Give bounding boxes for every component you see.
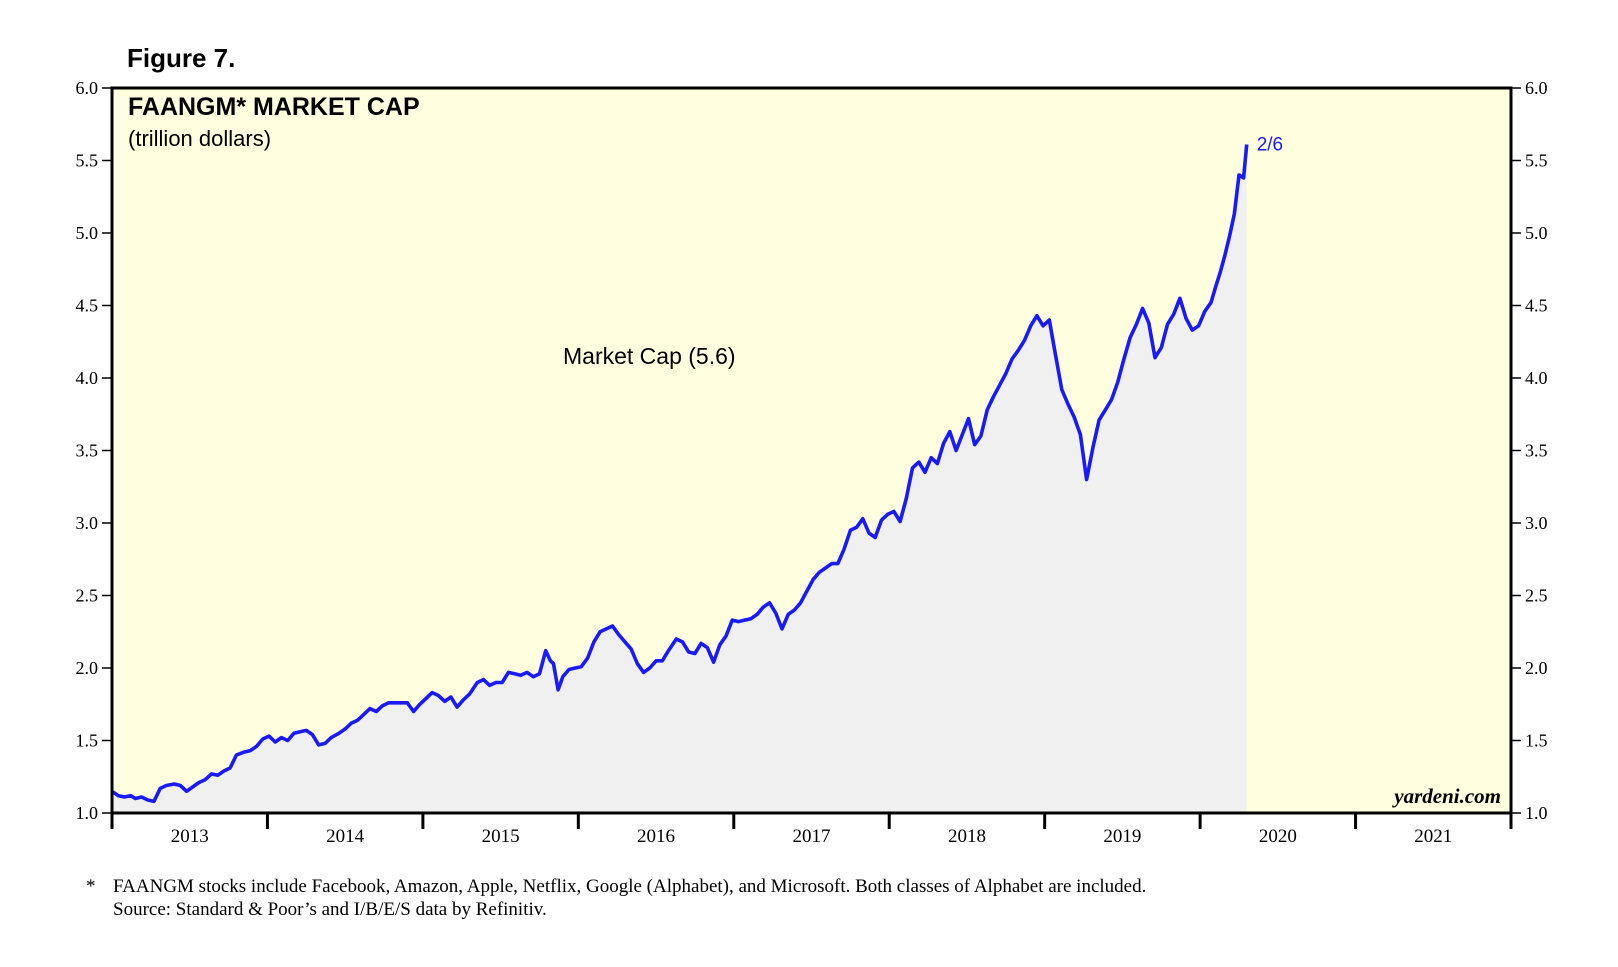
y-tick-label-right: 1.5 bbox=[1525, 731, 1548, 751]
x-tick-label: 2016 bbox=[637, 826, 675, 847]
footnote-marker: * bbox=[86, 876, 96, 897]
y-tick-label-left: 3.0 bbox=[76, 513, 99, 533]
market-cap-line bbox=[110, 144, 1249, 804]
x-axis: 2013 2014 2015 2016 2017 2018 2019 2020 2021 bbox=[110, 813, 1513, 847]
y-tick-label-right: 4.5 bbox=[1525, 296, 1548, 316]
y-tick-label-right: 2.0 bbox=[1525, 658, 1548, 678]
y-tick-label-left: 6.0 bbox=[76, 78, 99, 98]
x-tick-label: 2017 bbox=[793, 826, 831, 847]
y-axis-left: 1.0 1.5 2.0 2.5 3.0 3.5 4.0 4.5 5.0 5.5 6.0 bbox=[76, 78, 112, 823]
y-tick-label-left: 1.5 bbox=[76, 731, 99, 751]
y-tick-label-left: 5.5 bbox=[76, 151, 99, 171]
x-tick-label: 2013 bbox=[171, 826, 209, 847]
y-tick-label-right: 1.0 bbox=[1525, 803, 1548, 823]
footnote-line-1: FAANGM stocks include Facebook, Amazon, … bbox=[113, 876, 1146, 897]
end-date-label: 2/6 bbox=[1257, 135, 1283, 156]
market-cap-area bbox=[112, 144, 1247, 813]
y-tick-label-left: 2.5 bbox=[76, 586, 99, 606]
figure-label: Figure 7. bbox=[127, 43, 235, 73]
watermark: yardeni.com bbox=[1391, 784, 1501, 808]
y-axis-right: 1.0 1.5 2.0 2.5 3.0 3.5 4.0 4.5 5.0 5.5 6.0 bbox=[1511, 78, 1548, 823]
y-tick-label-right: 4.0 bbox=[1525, 368, 1548, 388]
y-tick-label-right: 2.5 bbox=[1525, 586, 1548, 606]
x-tick-label: 2020 bbox=[1259, 826, 1297, 847]
y-tick-label-right: 6.0 bbox=[1525, 78, 1548, 98]
y-tick-label-right: 3.5 bbox=[1525, 441, 1548, 461]
y-tick-label-left: 5.0 bbox=[76, 223, 99, 243]
y-tick-label-right: 5.5 bbox=[1525, 151, 1548, 171]
y-tick-label-left: 2.0 bbox=[76, 658, 99, 678]
y-tick-label-right: 3.0 bbox=[1525, 513, 1548, 533]
chart-subtitle: (trillion dollars) bbox=[128, 126, 271, 151]
y-tick-label-left: 3.5 bbox=[76, 441, 99, 461]
y-tick-label-left: 4.0 bbox=[76, 368, 99, 388]
x-tick-label: 2019 bbox=[1103, 826, 1141, 847]
x-tick-label: 2018 bbox=[948, 826, 986, 847]
y-tick-label-left: 1.0 bbox=[76, 803, 99, 823]
x-tick-label: 2021 bbox=[1414, 826, 1452, 847]
y-tick-label-left: 4.5 bbox=[76, 296, 99, 316]
series-annotation: Market Cap (5.6) bbox=[563, 343, 736, 369]
chart-title: FAANGM* MARKET CAP bbox=[128, 93, 420, 121]
footnote-line-2: Source: Standard & Poor’s and I/B/E/S da… bbox=[113, 899, 547, 920]
x-tick-label: 2015 bbox=[482, 826, 520, 847]
y-tick-label-right: 5.0 bbox=[1525, 223, 1548, 243]
x-tick-label: 2014 bbox=[326, 826, 365, 847]
